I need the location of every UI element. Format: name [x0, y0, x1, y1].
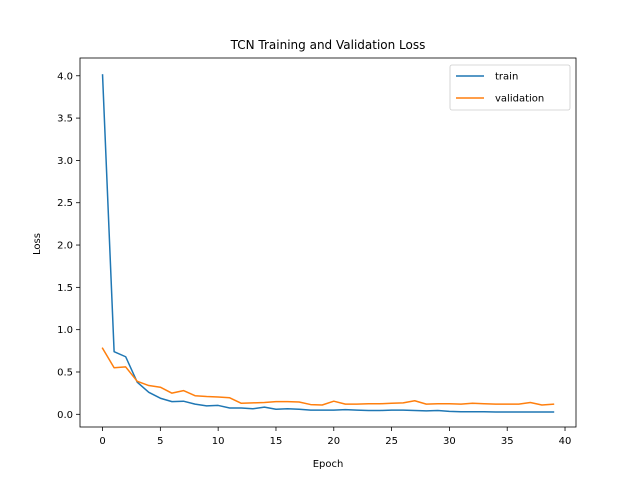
- y-tick-label: 0.5: [57, 367, 73, 378]
- y-tick-label: 2.5: [57, 198, 73, 209]
- y-axis-title: Loss: [32, 233, 43, 255]
- x-tick-label: 35: [501, 436, 514, 447]
- y-tick-label: 3.5: [57, 114, 73, 125]
- axes-frame: [79, 57, 577, 428]
- chart-title: TCN Training and Validation Loss: [230, 38, 426, 52]
- series-line-train: [101, 74, 555, 413]
- plot-area: [101, 74, 555, 413]
- x-tick-label: 25: [385, 436, 398, 447]
- legend-label-train: train: [495, 72, 518, 83]
- x-axis-ticks: 0 5 10 15 20 25 30 35 40: [99, 427, 571, 447]
- y-tick-label: 1.5: [57, 283, 73, 294]
- x-tick-label: 15: [270, 436, 283, 447]
- y-tick-label: 0.0: [57, 410, 73, 421]
- x-tick-label: 0: [99, 436, 105, 447]
- y-tick-label: 1.0: [57, 325, 73, 336]
- y-tick-label: 3.0: [57, 156, 73, 167]
- y-tick-label: 4.0: [57, 71, 73, 82]
- series-line-validation: [101, 347, 555, 406]
- y-tick-label: 2.0: [57, 241, 73, 252]
- x-axis-title: Epoch: [313, 459, 344, 470]
- x-tick-label: 5: [157, 436, 163, 447]
- x-tick-label: 40: [559, 436, 572, 447]
- legend-label-validation: validation: [495, 94, 544, 105]
- x-tick-label: 30: [443, 436, 456, 447]
- x-tick-label: 10: [212, 436, 225, 447]
- y-axis-ticks: 0.0 0.5 1.0 1.5 2.0 2.5 3.0 3.5 4.0: [57, 71, 80, 421]
- legend: train validation: [449, 64, 571, 111]
- x-tick-label: 20: [327, 436, 340, 447]
